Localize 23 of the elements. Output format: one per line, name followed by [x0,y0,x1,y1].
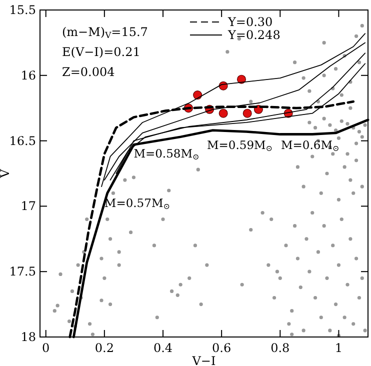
x-tick-label: 0.2 [94,341,114,355]
y-tick-label: 17.5 [9,264,36,279]
y-tick-label: 18 [20,330,36,344]
x-tick-label: 0.8 [270,341,290,355]
y-tick-label: 16 [20,68,36,82]
y-tick-label: 17 [20,199,36,214]
y-axis-title: V [0,168,12,179]
annotation: M=0.59M$_{⊙}$ [207,138,273,154]
legend-label: Y=0.248 [227,28,280,42]
annotation: M=0.57M$_{⊙}$ [104,196,170,212]
legend-label: Y=0.30 [227,15,273,29]
x-tick-label: 0.6 [212,341,232,355]
x-tick-label: 1 [334,341,343,355]
y-tick-label: 16.5 [9,134,36,148]
annotation: Z=0.004 [62,65,116,79]
y-tick-label: 15.5 [9,3,36,17]
annotation: (m−M)$_{V}$=15.7 [62,25,148,40]
annotation: M=0.58M$_{⊙}$ [134,146,200,162]
annotation: M=0.6M$_{⊙}$ [281,138,340,154]
x-axis-title: V−I [191,354,216,366]
x-tick-label: 0.4 [153,341,173,355]
x-tick-label: 0 [42,341,50,355]
annotation: E(V−I)=0.21 [62,45,140,59]
